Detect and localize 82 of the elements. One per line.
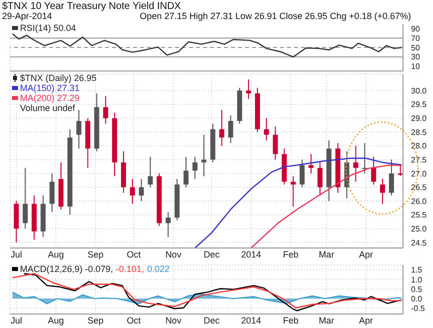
y-tick-label: 70 — [411, 34, 420, 43]
y-tick-label: 28.0 — [411, 142, 428, 151]
y-tick-label: 1.5 — [411, 266, 423, 275]
x-tick-label: Dec — [204, 249, 220, 260]
y-tick-label: 90 — [411, 24, 420, 34]
legend-label: RSI(14) 50.04 — [20, 23, 76, 33]
y-tick-label: 0.0 — [411, 294, 423, 304]
candlestick — [192, 156, 198, 180]
candlestick — [148, 156, 153, 188]
candlestick — [264, 118, 269, 141]
x-tick-label: Sep — [87, 249, 104, 260]
y-tick-label: 30.0 — [411, 86, 428, 96]
x-tick-label: Jul — [10, 249, 22, 260]
candlestick — [388, 159, 394, 196]
candlestick — [246, 79, 252, 100]
candlestick — [184, 156, 189, 188]
y-tick-label: 26.0 — [411, 196, 428, 206]
y-tick-label: 27.5 — [411, 155, 428, 164]
y-tick-label: 29.5 — [411, 100, 428, 110]
x-tick-label: Apr — [358, 315, 374, 326]
candlestick — [76, 109, 82, 150]
legend-label: MA(150) 27.31 — [20, 83, 80, 93]
text: Open 27.15 High 27.31 Low 26.91 Close 26.95 Chg +0.18 (+0.67%) — [140, 11, 411, 21]
legend-label: MA(200) 27.29 — [20, 93, 80, 103]
candlestick — [228, 114, 234, 144]
candlestick — [166, 212, 171, 238]
legend-label: MACD(12,26,9) -0.079, — [20, 264, 114, 274]
x-tick-label: Mar — [318, 249, 334, 260]
y-tick-label: 30 — [411, 52, 420, 62]
y-tick-label: 24.5 — [411, 238, 428, 248]
x-tick-label: Oct — [126, 315, 142, 326]
x-tick-label: Sep — [87, 315, 104, 326]
candlestick — [290, 176, 296, 208]
x-tick-label: Feb — [282, 315, 298, 326]
candlestick — [201, 134, 206, 177]
y-tick-label: 28.5 — [411, 128, 428, 137]
x-tick-label: Aug — [48, 249, 64, 260]
y-tick-label: 25.5 — [411, 210, 428, 220]
annotation: Volume undef — [19, 103, 76, 113]
candlestick — [219, 109, 224, 146]
line-series — [250, 164, 402, 248]
x-tick-label: Apr — [358, 249, 374, 260]
x-tick-label: 2014 — [241, 249, 262, 260]
y-tick-label: 0.5 — [411, 284, 423, 294]
y-tick-label: 26.5 — [411, 183, 428, 192]
text: 0.022 — [147, 264, 170, 274]
candlestick — [272, 126, 278, 160]
y-tick-label: -0.5 — [411, 304, 426, 314]
candlestick — [362, 142, 368, 174]
text: $TNX (Daily) 26.95 — [20, 73, 97, 83]
candlestick — [50, 172, 55, 213]
x-tick-label: Feb — [282, 249, 298, 260]
y-tick-label: 25.0 — [411, 224, 428, 234]
x-tick-label: Oct — [126, 249, 142, 260]
candlestick — [22, 167, 28, 230]
candlestick — [138, 178, 144, 202]
line-series — [12, 33, 402, 58]
y-tick-label: 1.0 — [411, 275, 423, 284]
candlestick — [103, 96, 108, 124]
x-tick-label: Jul — [10, 315, 22, 326]
y-tick-label: 27.0 — [411, 169, 428, 178]
x-tick-label: Mar — [318, 315, 334, 326]
candlestick — [318, 162, 322, 196]
line-series — [194, 158, 402, 248]
x-tick-label: Nov — [165, 249, 182, 260]
candlestick — [300, 159, 305, 188]
y-tick-label: 29.0 — [411, 114, 428, 124]
candlestick — [308, 154, 314, 174]
candlestick — [130, 178, 135, 204]
x-tick-label: Nov — [165, 315, 182, 326]
y-tick-label: 10 — [411, 62, 420, 72]
x-tick-label: 2014 — [241, 315, 262, 326]
x-tick-label: Dec — [204, 315, 220, 326]
candlestick — [371, 156, 376, 185]
chart-title: $TNX 10 Year Treasury Note Yield INDX — [2, 1, 181, 12]
y-tick-label: 50 — [411, 43, 420, 52]
candlestick — [380, 178, 386, 204]
candlestick — [353, 145, 358, 182]
series-label: -0.101, — [116, 264, 144, 274]
candlestick — [398, 164, 403, 176]
x-tick-label: Aug — [48, 315, 64, 326]
chart-subtitle: 29-Apr-2014 — [2, 11, 52, 21]
